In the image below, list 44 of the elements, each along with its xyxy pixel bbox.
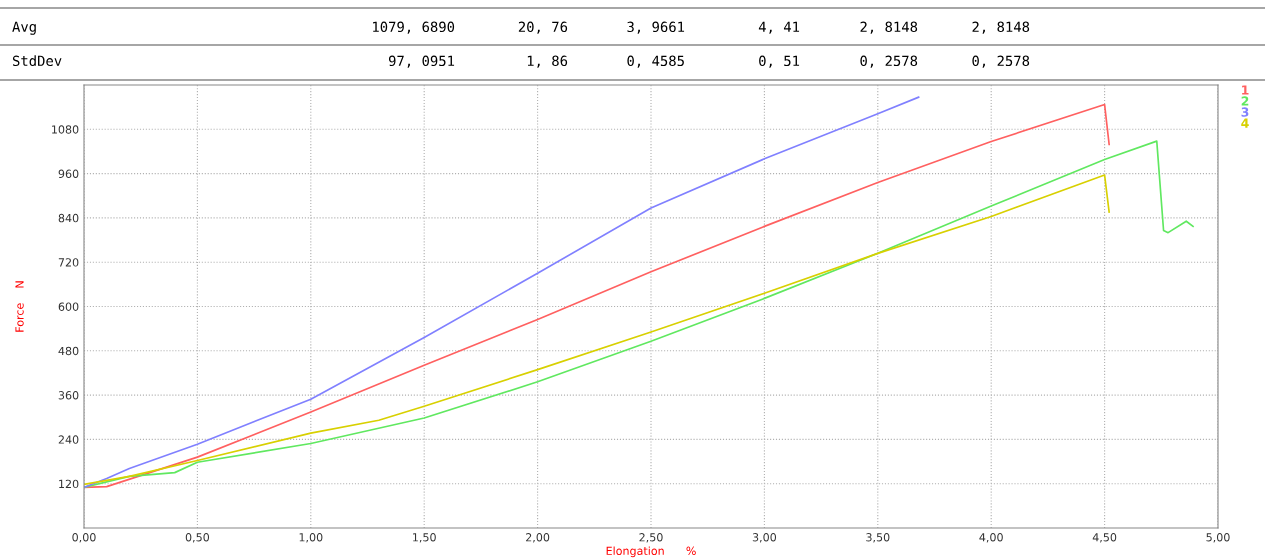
text: 4 [1241,118,1249,128]
x-tick-label: 3,00 [752,533,777,543]
text: 1079, 6890 [373,21,455,34]
text: Avg [12,21,36,35]
text: 0, 4585 [627,55,684,68]
text: 2, 8148 [860,21,918,34]
y-tick-label: 480 [58,346,79,356]
y-tick-label: 960 [58,169,79,178]
x-tick-label: 5,00 [1206,533,1230,543]
text: 97, 0951 [388,55,455,68]
text: 2, 8148 [972,21,1030,34]
text: 0, 2578 [860,55,918,68]
x-tick-label: 2,00 [526,533,550,543]
text: 1 [1242,85,1249,95]
text: 1, 86 [527,55,568,68]
x-tick-label: 4,00 [979,533,1003,543]
text: 2 [1241,96,1249,106]
x-tick-label: 1,50 [413,533,436,543]
y-tick-label: 840 [58,213,79,223]
y-axis-title: Force N [15,281,24,332]
x-tick-label: 4,50 [1092,533,1117,543]
text: 0, 2578 [972,55,1030,68]
y-tick-label: 120 [59,479,79,489]
text: StdDev [12,55,62,67]
text: 3, 9661 [627,21,685,34]
x-tick-label: 1,00 [299,533,323,543]
text: 0, 51 [759,55,800,68]
y-tick-label: 720 [58,258,79,267]
y-tick-label: 1080 [52,125,79,134]
y-tick-label: 240 [58,435,79,444]
line-series [84,103,1110,489]
x-tick-label: 0,50 [185,533,210,543]
y-tick-label: 360 [58,391,79,400]
text: 4, 41 [758,21,800,34]
x-tick-label: 3,50 [866,533,890,543]
line-series [84,174,1110,486]
x-tick-label: 2,50 [639,533,663,543]
line-series [84,96,920,489]
y-tick-label: 600 [58,302,79,311]
text: 20, 76 [518,21,568,34]
x-tick-label: 0,00 [72,533,96,543]
text: 3 [1241,107,1249,117]
line-series [84,140,1194,489]
x-axis-title: Elongation % [606,546,696,558]
